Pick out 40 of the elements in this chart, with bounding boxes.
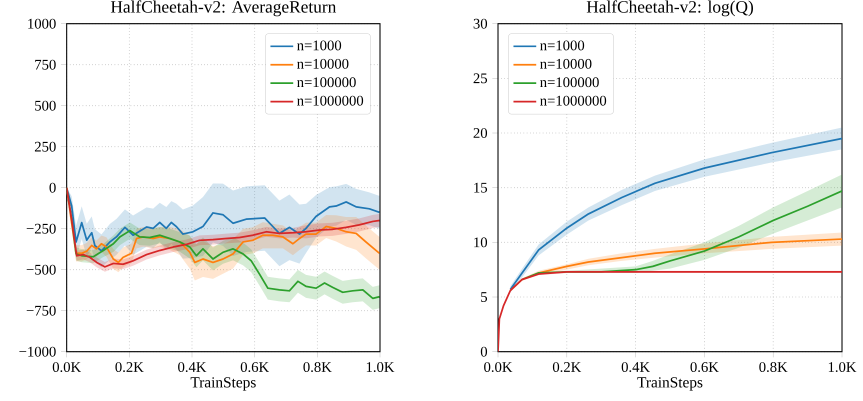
legend-label: n=1000 <box>297 40 342 50</box>
y-tick-label: −500 <box>26 264 56 275</box>
x-tick-label: 1.0K <box>366 362 394 372</box>
y-tick-label: 20 <box>474 128 488 138</box>
y-tick-label: 0 <box>50 182 56 193</box>
y-tick-label: 0 <box>480 346 488 357</box>
x-tick-label: 0.0K <box>484 362 512 372</box>
y-tick-label: 15 <box>474 182 488 193</box>
legend-label: n=10000 <box>297 58 348 69</box>
x-tick-label: 0.0K <box>52 362 81 372</box>
y-tick-label: 1000 <box>28 18 56 29</box>
x-tick-label: 0.8K <box>303 362 332 372</box>
legend-label: n=1000 <box>540 40 584 50</box>
x-tick-label: 0.2K <box>115 362 144 372</box>
y-tick-label: −750 <box>26 306 56 316</box>
x-axis-title: TrainSteps <box>637 377 702 391</box>
chart-title: HalfCheetah-v2: log(Q) <box>586 0 754 16</box>
x-tick-label: 0.6K <box>240 362 269 372</box>
y-tick-label: −1000 <box>19 346 56 357</box>
x-tick-label: 0.4K <box>178 362 206 372</box>
legend-label: n=10000 <box>540 58 592 69</box>
x-tick-label: 1.0K <box>828 362 856 372</box>
y-tick-label: −250 <box>26 224 56 234</box>
y-tick-label: 30 <box>474 18 488 29</box>
legend-label: n=1000000 <box>540 96 606 106</box>
legend-label: n=1000000 <box>297 96 364 106</box>
x-tick-label: 0.8K <box>759 362 788 372</box>
x-tick-label: 0.4K <box>622 362 650 372</box>
y-tick-label: 25 <box>474 73 488 84</box>
legend-label: n=100000 <box>540 77 599 88</box>
legend-label: n=100000 <box>297 77 356 88</box>
chart-title: HalfCheetah-v2: AverageReturn <box>110 0 336 16</box>
y-tick-label: 250 <box>34 142 56 152</box>
y-tick-label: 10 <box>474 237 488 248</box>
x-axis-title: TrainSteps <box>190 377 256 391</box>
y-tick-label: 500 <box>35 100 56 111</box>
x-tick-label: 0.6K <box>690 362 719 372</box>
x-tick-label: 0.2K <box>552 362 582 372</box>
y-tick-label: 750 <box>35 60 56 70</box>
y-tick-label: 5 <box>481 292 488 302</box>
